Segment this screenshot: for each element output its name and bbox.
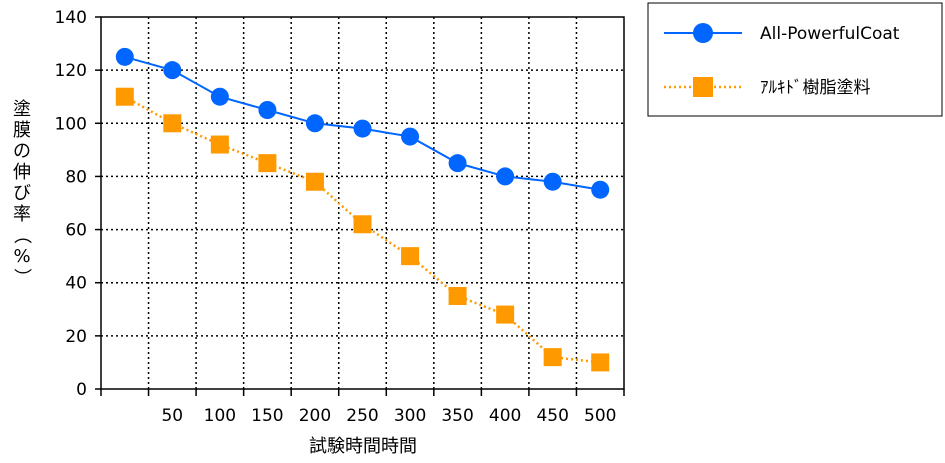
y-tick-label: 120 (55, 61, 87, 81)
y-title-char: 膜 (13, 120, 31, 141)
legend-marker (693, 77, 713, 97)
x-tick-label: 100 (204, 406, 236, 426)
data-point (591, 180, 610, 199)
data-point (210, 135, 229, 154)
data-point (543, 172, 562, 191)
data-point (448, 154, 467, 173)
legend-item: ｱﾙｷﾄﾞ樹脂塗料 (664, 77, 871, 98)
series-1 (115, 87, 610, 372)
data-point (163, 61, 182, 80)
legend-marker (693, 23, 713, 43)
x-tick-label: 250 (346, 406, 378, 426)
x-tick-label: 200 (299, 406, 331, 426)
plot-area-border (100, 16, 625, 390)
y-tick-label: 100 (55, 114, 87, 134)
x-tick-label: 450 (536, 406, 568, 426)
y-tick-label: 140 (55, 8, 87, 28)
data-point (305, 172, 324, 191)
data-point (591, 353, 610, 372)
y-title-char: % (13, 246, 30, 267)
x-tick-label: 50 (161, 406, 183, 426)
data-point (305, 114, 324, 133)
x-tick-label: 400 (489, 406, 521, 426)
y-tick-label: 80 (65, 167, 87, 187)
data-point (258, 154, 277, 173)
legend-label: ｱﾙｷﾄﾞ樹脂塗料 (760, 77, 871, 98)
x-tick-label: 300 (394, 406, 426, 426)
data-point (163, 114, 182, 133)
x-axis-title: 試験時間時間 (309, 436, 417, 457)
y-title-char: 塗 (13, 98, 31, 120)
data-point (353, 215, 372, 234)
y-tick-label: 0 (76, 380, 87, 400)
y-title-char: （ (11, 226, 32, 244)
data-point (115, 47, 134, 66)
data-point (401, 247, 420, 266)
y-title-char: び (13, 183, 31, 204)
legend-box (647, 2, 943, 117)
y-tick-label: 20 (65, 327, 87, 347)
data-point (496, 167, 515, 186)
x-tick-label: 500 (584, 406, 616, 426)
legend-label: All-PowerfulCoat (760, 24, 900, 44)
y-title-char: 率 (13, 204, 31, 225)
data-point (448, 287, 467, 305)
x-axis-ticks: 50 100 150 200 250 300 350 400 450 500 (100, 389, 625, 426)
x-tick-label: 350 (441, 406, 473, 426)
y-title-char: ） (11, 268, 32, 286)
y-title-char: の (13, 141, 31, 162)
grid-lines (101, 17, 624, 389)
data-point (401, 127, 420, 146)
data-point (496, 305, 515, 324)
data-point (210, 87, 229, 106)
data-point (258, 101, 277, 119)
data-point (543, 348, 562, 367)
series-0 (115, 47, 610, 199)
series-layer (115, 47, 610, 372)
legend: All-PowerfulCoat ｱﾙｷﾄﾞ樹脂塗料 (647, 2, 943, 117)
data-point (115, 87, 134, 106)
x-tick-label: 150 (251, 406, 283, 426)
data-point (353, 119, 372, 138)
y-title-char: 伸 (13, 162, 31, 183)
y-tick-label: 60 (65, 221, 87, 241)
legend-item: All-PowerfulCoat (664, 23, 900, 44)
y-axis-ticks: 0 20 40 60 80 100 120 140 (55, 8, 101, 400)
y-tick-label: 40 (65, 274, 87, 294)
